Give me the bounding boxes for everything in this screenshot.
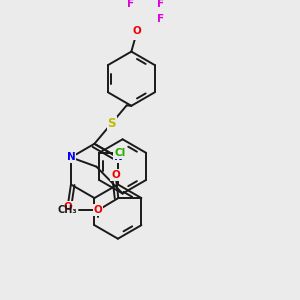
Text: Cl: Cl: [115, 148, 126, 158]
Text: N: N: [113, 152, 122, 162]
Text: F: F: [127, 0, 134, 9]
Text: O: O: [94, 205, 102, 215]
Text: F: F: [157, 0, 164, 9]
Text: O: O: [111, 170, 120, 180]
Text: S: S: [108, 116, 116, 130]
Text: F: F: [157, 14, 164, 24]
Text: CH₃: CH₃: [58, 205, 78, 215]
Text: O: O: [63, 202, 72, 212]
Text: N: N: [67, 152, 75, 162]
Text: O: O: [133, 26, 141, 36]
